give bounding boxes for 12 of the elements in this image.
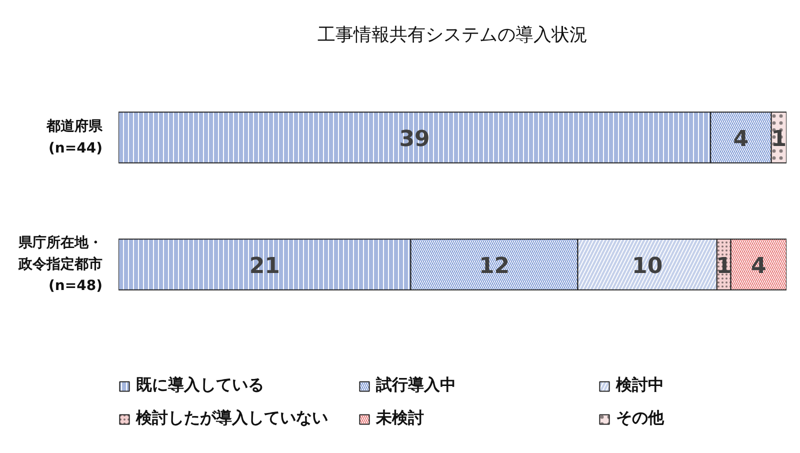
- y-tick-label: 県庁所在地・政令指定都市 (n=48): [18, 234, 103, 294]
- legend-label: 検討中: [616, 374, 665, 396]
- data-label: 10: [632, 254, 663, 279]
- legend-label: 未検討: [376, 407, 425, 429]
- legend-label: 試行導入中: [376, 374, 457, 396]
- chart-title: 工事情報共有システムの導入状況: [318, 24, 588, 46]
- data-label: 1: [771, 127, 787, 152]
- legend-label: 検討したが導入していない: [136, 407, 329, 429]
- legend-label: 既に導入している: [136, 374, 265, 396]
- legend-label: その他: [616, 407, 666, 429]
- y-tick-label: 都道府県 (n=44): [46, 118, 104, 156]
- data-label: 1: [716, 254, 732, 279]
